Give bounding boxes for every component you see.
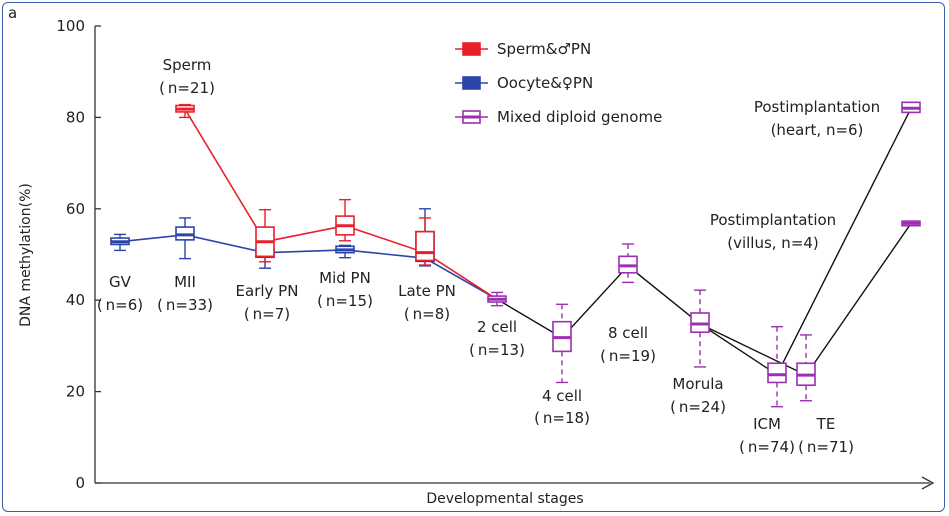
stage-label-n: (villus, n=4): [727, 234, 819, 252]
y-tick-label: 20: [66, 383, 85, 401]
oocyte-box: [110, 233, 130, 252]
stage-label-n: ( n=74): [739, 438, 795, 456]
sperm-box: [255, 209, 275, 263]
stage-label-name: Morula: [672, 375, 723, 393]
y-tick-label: 80: [66, 108, 85, 126]
x-axis-title: Developmental stages: [426, 491, 583, 507]
legend-swatch-box: [462, 76, 481, 90]
stage-label-name: GV: [109, 273, 132, 291]
stage-label-name: Mid PN: [319, 269, 371, 287]
stage-label-n: ( n=71): [798, 438, 854, 456]
stage-label-name: Late PN: [398, 282, 456, 300]
stage-label-name: Postimplantation: [710, 211, 836, 229]
stage-label-n: ( n=21): [159, 79, 215, 97]
y-axis-title: DNA methylation(%): [18, 183, 34, 327]
legend-label: Sperm&♂PN: [497, 40, 591, 58]
y-tick-label: 100: [56, 17, 85, 35]
stage-label-n: ( n=18): [534, 409, 590, 427]
stage-label-name: 2 cell: [477, 318, 517, 336]
stage-label-n: (heart, n=6): [771, 121, 864, 139]
mixed-box: [796, 334, 816, 402]
stage-label-name: 8 cell: [608, 324, 648, 342]
chart-marks: [110, 101, 921, 408]
stage-label-n: ( n=33): [157, 296, 213, 314]
y-tick-label: 60: [66, 200, 85, 218]
mixed-series-line-1: [496, 107, 912, 376]
mixed-box: [552, 303, 572, 384]
stage-label-name: 4 cell: [542, 387, 582, 405]
legend-item: Oocyte&♀PN: [455, 74, 593, 92]
stage-label-n: ( n=6): [97, 296, 143, 314]
x-axis-arrow-icon: [921, 476, 935, 490]
oocyte-series-line: [119, 234, 498, 300]
stage-label-n: ( n=19): [600, 347, 656, 365]
axes: 0 20 40 60 80 100 DNA methylation(%) Developmen…: [18, 17, 935, 507]
sperm-box: [415, 217, 435, 266]
mixed-box: [487, 291, 507, 307]
stage-label-name: TE: [816, 415, 836, 433]
stage-label-n: ( n=15): [317, 292, 373, 310]
legend-item: Mixed diploid genome: [455, 108, 662, 126]
mixed-box: [901, 220, 921, 227]
stage-label-n: ( n=8): [404, 305, 450, 323]
legend-swatch-box: [462, 42, 481, 56]
mixed-box: [767, 326, 787, 408]
legend-label: Oocyte&♀PN: [497, 74, 593, 92]
y-tick-label: 0: [75, 474, 85, 492]
stage-label-name: MII: [174, 273, 196, 291]
stage-label-n: ( n=24): [670, 398, 726, 416]
mixed-box: [618, 243, 638, 284]
legend-item: Sperm&♂PN: [455, 40, 591, 58]
sperm-box: [335, 198, 355, 242]
mixed-box: [690, 289, 710, 368]
legend: Sperm&♂PN Oocyte&♀PN Mixed diploid genome: [455, 40, 662, 126]
sperm-box: [175, 103, 195, 119]
stage-label-name: Postimplantation: [754, 98, 880, 116]
mixed-box: [901, 101, 921, 114]
oocyte-box: [335, 244, 355, 259]
oocyte-box: [175, 217, 195, 260]
legend-label: Mixed diploid genome: [497, 108, 662, 126]
stage-label-n: ( n=7): [244, 305, 290, 323]
stage-label-name: Early PN: [236, 282, 299, 300]
stage-label-name: Sperm: [163, 56, 212, 74]
box-body: [415, 230, 435, 262]
panel-label: a: [8, 4, 17, 22]
stage-label-name: ICM: [753, 415, 781, 433]
stage-label-n: ( n=13): [469, 341, 525, 359]
y-tick-label: 40: [66, 291, 85, 309]
box-body: [767, 362, 787, 384]
stage-labels: GV ( n=6) MII ( n=33) Early PN ( n=7) Mid PN ( …: [97, 56, 880, 456]
